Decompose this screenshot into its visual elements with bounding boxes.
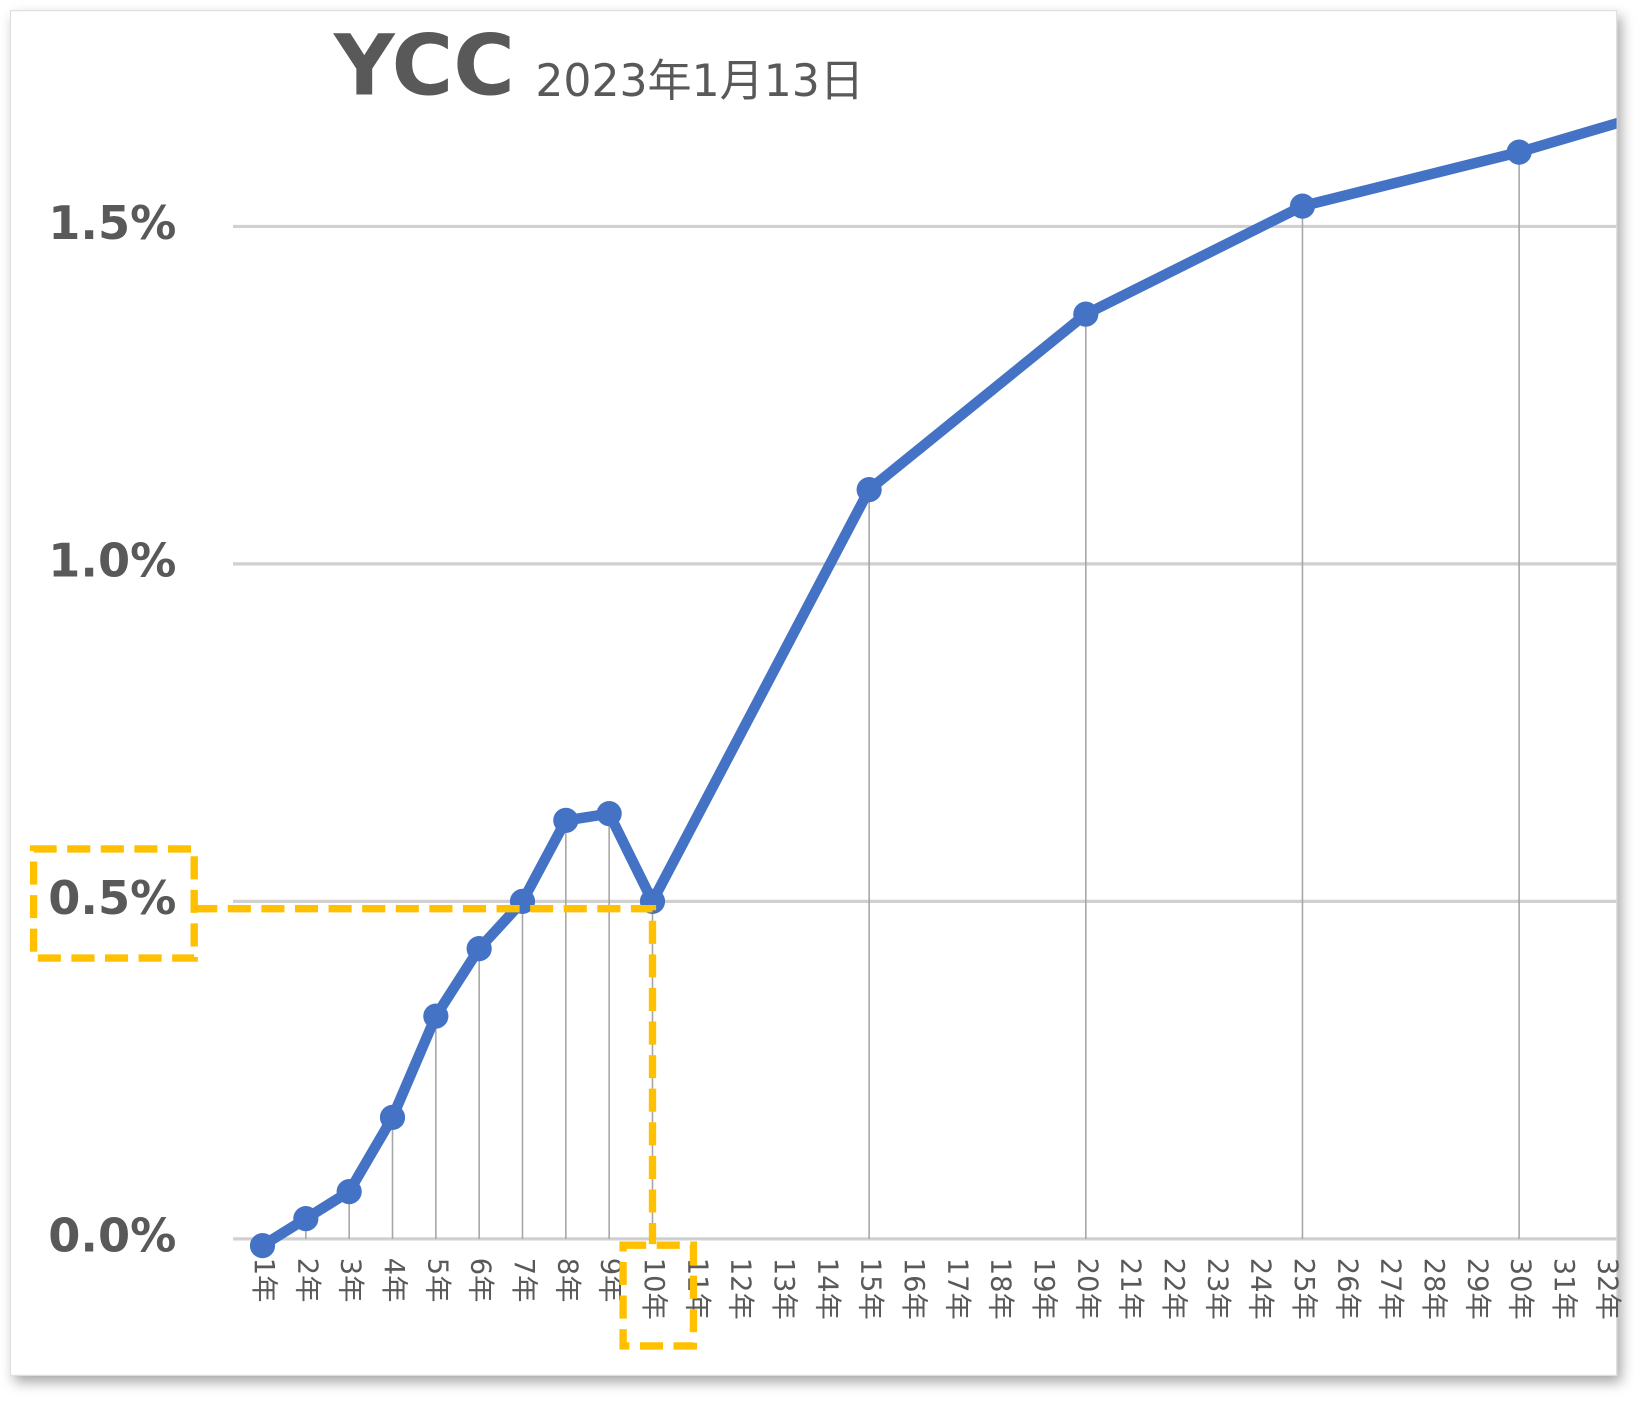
x-tick-label: 23年 — [1201, 1258, 1232, 1320]
x-tick-label: 29年 — [1461, 1258, 1492, 1320]
data-point — [466, 936, 492, 962]
x-tick-label: 17年 — [941, 1258, 972, 1320]
data-point — [856, 477, 882, 503]
x-tick-label: 24年 — [1245, 1258, 1276, 1320]
x-tick-label: 16年 — [898, 1258, 929, 1320]
x-tick-label: 22年 — [1158, 1258, 1189, 1320]
data-point — [1073, 301, 1099, 327]
x-tick-label: 2年 — [291, 1258, 322, 1303]
y-tick-label: 1.0% — [48, 533, 176, 587]
x-tick-label: 27年 — [1375, 1258, 1406, 1320]
x-tick-label: 15年 — [855, 1258, 886, 1320]
x-tick-label: 21年 — [1115, 1258, 1146, 1320]
x-tick-label: 19年 — [1028, 1258, 1059, 1320]
plot — [233, 117, 1617, 1259]
data-point — [423, 1003, 449, 1029]
highlight-box — [29, 845, 198, 962]
data-point — [1289, 193, 1316, 219]
data-point — [336, 1179, 362, 1205]
x-tick-label: 30年 — [1505, 1258, 1536, 1320]
x-tick-label: 5年 — [421, 1258, 452, 1303]
x-tick-label: 18年 — [985, 1258, 1016, 1320]
data-point — [293, 1206, 319, 1232]
x-tick-label: 26年 — [1331, 1258, 1362, 1320]
x-tick-label: 1年 — [248, 1258, 279, 1303]
data-point — [1506, 139, 1532, 165]
data-point — [379, 1104, 406, 1130]
data-point — [596, 801, 622, 827]
y-tick-label: 0.0% — [48, 1208, 176, 1262]
chart-frame — [9, 10, 1618, 1376]
x-tick-label: 3年 — [335, 1258, 366, 1303]
y-tick-label: 1.5% — [48, 196, 176, 250]
x-tick-label: 10年 — [638, 1258, 669, 1320]
data-point — [553, 807, 579, 833]
x-tick-label: 8年 — [551, 1258, 582, 1303]
data-point — [249, 1233, 276, 1259]
x-tick-label: 4年 — [378, 1258, 409, 1303]
chart-subtitle: 2023年1月13日 — [535, 56, 864, 107]
x-tick-label: 25年 — [1288, 1258, 1319, 1320]
x-tick-label: 14年 — [811, 1258, 842, 1320]
x-tick-label: 6年 — [465, 1258, 496, 1303]
x-tick-label: 12年 — [725, 1258, 756, 1320]
chart-title: YCC — [333, 16, 515, 114]
x-tick-label: 28年 — [1418, 1258, 1449, 1320]
x-tick-label: 13年 — [768, 1258, 799, 1320]
x-tick-label: 32年 — [1591, 1258, 1622, 1320]
y-tick-label: 0.5% — [48, 871, 176, 925]
highlight-box — [619, 1241, 698, 1350]
highlight-guide — [194, 905, 657, 1245]
x-tick-label: 7年 — [508, 1258, 539, 1303]
x-tick-label: 31年 — [1548, 1258, 1579, 1320]
x-tick-label: 20年 — [1071, 1258, 1102, 1320]
